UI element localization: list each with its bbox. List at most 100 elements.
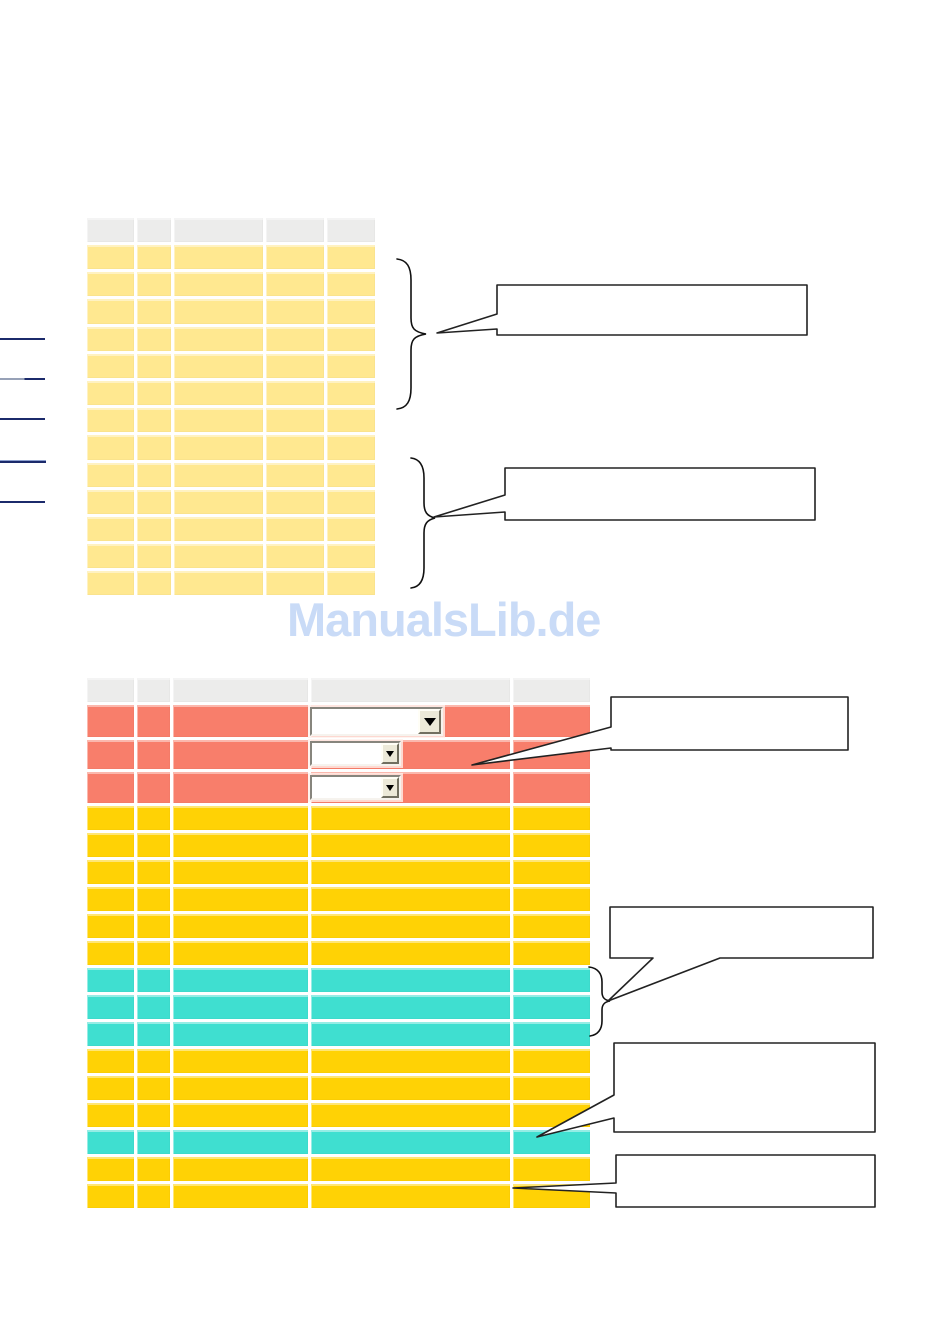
- combo-box-3[interactable]: [310, 775, 401, 800]
- table-cell[interactable]: [87, 571, 134, 596]
- table-cell[interactable]: [137, 380, 171, 406]
- table-cell[interactable]: [513, 1184, 590, 1208]
- table-cell[interactable]: [174, 299, 263, 324]
- table-cell[interactable]: [87, 1130, 134, 1154]
- table-cell[interactable]: [87, 941, 134, 965]
- table-cell[interactable]: [513, 833, 590, 857]
- table-cell[interactable]: [87, 489, 134, 514]
- table-cell[interactable]: [173, 1076, 308, 1100]
- table-cell[interactable]: [311, 1184, 510, 1208]
- table-cell[interactable]: [137, 489, 171, 514]
- table-cell[interactable]: [513, 772, 590, 803]
- table-cell[interactable]: [137, 968, 170, 992]
- margin-link-underline[interactable]: [0, 338, 45, 340]
- table-cell[interactable]: [137, 772, 170, 803]
- table-cell[interactable]: [174, 408, 263, 433]
- table-cell[interactable]: [174, 272, 263, 297]
- table-cell[interactable]: [513, 968, 590, 992]
- table-cell[interactable]: [327, 272, 375, 297]
- table-cell[interactable]: [173, 806, 308, 830]
- table-cell[interactable]: [87, 326, 134, 351]
- table-cell[interactable]: [266, 245, 324, 270]
- table-cell[interactable]: [513, 1022, 590, 1046]
- table-cell[interactable]: [174, 489, 263, 514]
- table-cell[interactable]: [87, 887, 134, 911]
- table-cell[interactable]: [327, 435, 375, 460]
- combo-box-dropdown-button[interactable]: [418, 709, 441, 734]
- table-cell[interactable]: [173, 860, 308, 884]
- table-cell[interactable]: [266, 516, 324, 542]
- table-cell[interactable]: [174, 245, 263, 270]
- table-cell[interactable]: [137, 353, 171, 378]
- table-cell[interactable]: [327, 571, 375, 596]
- combo-box-dropdown-button[interactable]: [381, 743, 399, 764]
- table-cell[interactable]: [311, 995, 510, 1019]
- table-cell[interactable]: [137, 1130, 170, 1154]
- table-cell[interactable]: [266, 435, 324, 460]
- table-cell[interactable]: [137, 887, 170, 911]
- table-cell[interactable]: [174, 353, 263, 378]
- table-cell[interactable]: [327, 299, 375, 324]
- table-cell[interactable]: [513, 887, 590, 911]
- table-cell[interactable]: [137, 1049, 170, 1073]
- table-cell[interactable]: [87, 408, 134, 433]
- table-cell[interactable]: [327, 380, 375, 406]
- table-cell[interactable]: [311, 1103, 510, 1127]
- table-cell[interactable]: [87, 353, 134, 378]
- table-cell[interactable]: [137, 995, 170, 1019]
- table-cell[interactable]: [327, 408, 375, 433]
- table-cell[interactable]: [137, 516, 171, 542]
- table-cell[interactable]: [87, 860, 134, 884]
- table-cell[interactable]: [513, 806, 590, 830]
- table-cell[interactable]: [87, 1022, 134, 1046]
- table-cell[interactable]: [137, 1184, 170, 1208]
- table-cell[interactable]: [311, 833, 510, 857]
- table-cell[interactable]: [137, 705, 170, 737]
- table-cell[interactable]: [173, 941, 308, 965]
- table-cell[interactable]: [87, 380, 134, 406]
- table-cell[interactable]: [87, 772, 134, 803]
- table-cell[interactable]: [513, 740, 590, 769]
- table-cell[interactable]: [327, 489, 375, 514]
- table-cell[interactable]: [513, 995, 590, 1019]
- table-cell[interactable]: [87, 740, 134, 769]
- combo-box-dropdown-button[interactable]: [381, 777, 399, 798]
- margin-link-underline[interactable]: [0, 460, 46, 463]
- table-cell[interactable]: [173, 705, 308, 737]
- table-cell[interactable]: [513, 860, 590, 884]
- table-cell[interactable]: [174, 516, 263, 542]
- table-cell[interactable]: [137, 941, 170, 965]
- table-cell[interactable]: [173, 772, 308, 803]
- table-cell[interactable]: [311, 941, 510, 965]
- table-cell[interactable]: [174, 380, 263, 406]
- table-cell[interactable]: [87, 272, 134, 297]
- table-cell[interactable]: [327, 353, 375, 378]
- table-cell[interactable]: [173, 914, 308, 938]
- table-cell[interactable]: [173, 833, 308, 857]
- table-cell[interactable]: [87, 705, 134, 737]
- table-cell[interactable]: [173, 1130, 308, 1154]
- table-cell[interactable]: [327, 462, 375, 487]
- table-cell[interactable]: [137, 299, 171, 324]
- table-cell[interactable]: [311, 1130, 510, 1154]
- table-cell[interactable]: [173, 1103, 308, 1127]
- table-cell[interactable]: [311, 1022, 510, 1046]
- table-cell[interactable]: [137, 462, 171, 487]
- table-cell[interactable]: [311, 1157, 510, 1181]
- table-cell[interactable]: [87, 435, 134, 460]
- table-cell[interactable]: [173, 968, 308, 992]
- table-cell[interactable]: [87, 1076, 134, 1100]
- table-cell[interactable]: [87, 995, 134, 1019]
- margin-link-underline[interactable]: [0, 378, 45, 380]
- table-cell[interactable]: [266, 408, 324, 433]
- table-cell[interactable]: [173, 1049, 308, 1073]
- table-cell[interactable]: [513, 941, 590, 965]
- table-cell[interactable]: [174, 462, 263, 487]
- table-cell[interactable]: [266, 571, 324, 596]
- table-cell[interactable]: [311, 806, 510, 830]
- table-cell[interactable]: [87, 1049, 134, 1073]
- table-cell[interactable]: [137, 860, 170, 884]
- table-cell[interactable]: [327, 544, 375, 569]
- table-cell[interactable]: [137, 1022, 170, 1046]
- table-cell[interactable]: [137, 544, 171, 569]
